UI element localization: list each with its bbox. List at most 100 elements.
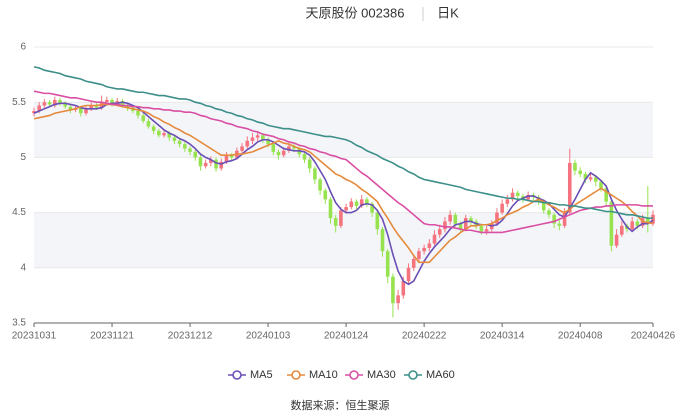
candle-body: [141, 115, 146, 121]
candle-body: [94, 105, 99, 108]
candle-body: [188, 148, 192, 152]
candle-body: [385, 251, 390, 277]
candle-body: [422, 247, 426, 252]
x-tick-label: 20240103: [246, 331, 291, 342]
candle-body: [406, 267, 411, 282]
candle-body: [573, 162, 577, 171]
candle-body: [578, 170, 582, 174]
candle-body: [47, 102, 52, 105]
candle-body: [635, 221, 640, 226]
candle-body: [344, 207, 348, 211]
grid-band: [34, 102, 653, 158]
candle-body: [271, 144, 276, 152]
legend-item[interactable]: MA10: [287, 369, 338, 381]
candle-body: [599, 181, 603, 189]
candle-body: [469, 218, 473, 222]
candle-body: [136, 111, 140, 116]
y-tick-label: 5: [20, 152, 26, 163]
candle-body: [307, 159, 312, 169]
candle-body: [229, 155, 234, 158]
candle-body: [245, 140, 250, 147]
candle-body: [167, 133, 172, 138]
candle-body: [526, 194, 530, 200]
candle-body: [84, 108, 88, 114]
candle-body: [479, 225, 484, 232]
candle-body: [323, 190, 328, 200]
candle-body: [541, 201, 546, 211]
y-tick-label: 6: [20, 42, 26, 53]
candle-body: [250, 137, 255, 141]
candle-body: [302, 154, 307, 160]
candle-body: [333, 218, 338, 226]
candle-body: [115, 101, 120, 104]
ma-line: [33, 66, 653, 219]
candle-body: [370, 203, 374, 213]
candle-body: [515, 192, 520, 197]
candle-body: [557, 223, 562, 226]
candle-body: [63, 103, 68, 107]
candle-body: [375, 212, 380, 230]
legend-label: MA10: [309, 369, 338, 381]
candle-body: [105, 99, 109, 103]
candle-body: [349, 201, 354, 208]
x-tick-label: 20240426: [631, 331, 676, 342]
candle-body: [427, 243, 432, 248]
candle-body: [432, 234, 437, 244]
legend-label: MA30: [367, 369, 396, 381]
source-note: 数据来源：恒生聚源: [291, 398, 390, 412]
candle-body: [500, 203, 504, 213]
candle-body: [458, 223, 463, 230]
candle-body: [37, 105, 42, 112]
candle-body: [125, 105, 130, 108]
x-tick-label: 20240314: [480, 331, 525, 342]
candle-body: [609, 201, 614, 246]
legend-marker: [349, 370, 359, 380]
candle-body: [588, 177, 593, 180]
y-tick-label: 5.5: [12, 97, 26, 108]
candle-body: [359, 199, 364, 206]
ma-line: [33, 90, 653, 234]
candle-body: [318, 179, 322, 191]
candle-body: [32, 111, 36, 114]
candle-body: [281, 150, 286, 156]
candle-body: [42, 102, 47, 106]
candle-body: [313, 168, 317, 180]
y-tick-label: 4: [20, 262, 26, 273]
candle-body: [146, 120, 151, 127]
candle-body: [203, 162, 208, 167]
candle-body: [172, 137, 177, 141]
legend-item[interactable]: MA5: [228, 369, 273, 381]
candle-body: [157, 130, 161, 136]
candle-body: [328, 199, 333, 219]
legend-label: MA60: [426, 369, 455, 381]
x-tick-label: 20231212: [168, 331, 213, 342]
candle-body: [562, 212, 567, 226]
candle-body: [645, 218, 650, 224]
x-tick-label: 20240222: [402, 331, 447, 342]
chart-period: 日K: [437, 5, 459, 20]
candle-body: [162, 133, 166, 136]
candle-body: [276, 151, 281, 156]
candle-body: [151, 126, 156, 131]
candle-body: [219, 161, 224, 169]
x-tick-label: 20240408: [558, 331, 603, 342]
legend-item[interactable]: MA30: [345, 369, 396, 381]
candle-body: [120, 101, 125, 106]
candle-body: [495, 212, 499, 224]
candle-body: [209, 159, 213, 163]
candle-body: [411, 258, 416, 268]
candle-body: [177, 140, 182, 145]
candle-body: [198, 157, 203, 167]
legend-marker: [232, 370, 242, 380]
legend-label: MA5: [250, 369, 273, 381]
candle-body: [463, 218, 468, 230]
candle-body: [437, 229, 442, 235]
legend-item[interactable]: MA60: [404, 369, 455, 381]
candle-body: [354, 201, 359, 206]
y-tick-label: 3.5: [12, 318, 26, 329]
x-tick-label: 20240124: [324, 331, 369, 342]
candle-body: [110, 99, 114, 104]
candle-body: [510, 192, 515, 200]
candle-body: [593, 177, 598, 182]
candle-body: [443, 221, 447, 230]
